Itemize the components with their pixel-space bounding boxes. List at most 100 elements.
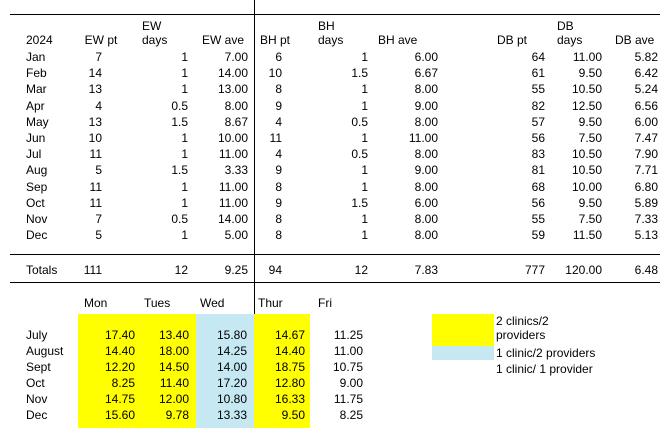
schedule-value: 12.20 <box>104 360 135 374</box>
schedule-value: 8.25 <box>339 408 363 422</box>
top-cell-ew-pt: 13 <box>88 82 102 97</box>
schedule-month: Dec <box>26 408 48 422</box>
top-cell-bh-days: 1.5 <box>351 195 368 210</box>
header-bh-days-2: days <box>318 33 344 47</box>
schedule-month: Oct <box>26 376 45 390</box>
schedule-value: 15.80 <box>216 328 247 342</box>
top-cell-ew-days: 1 <box>181 131 188 145</box>
top-cell-ew-pt: 7 <box>95 50 102 64</box>
top-cell-db-ave: 7.90 <box>634 147 658 162</box>
schedule-value: 14.00 <box>216 360 247 374</box>
top-cell-bh-ave: 8.00 <box>414 147 438 162</box>
schedule-value: 14.40 <box>104 344 135 358</box>
top-cell-bh-days: 1 <box>361 131 368 145</box>
top-cell-ew-days: 1 <box>181 195 188 210</box>
top-cell-ew-ave: 3.33 <box>224 163 248 178</box>
schedule-value: 10.80 <box>216 392 247 406</box>
top-cell-db-days: 10.50 <box>571 82 602 97</box>
top-cell-bh-pt: 9 <box>275 195 282 210</box>
top-cell-db-pt: 56 <box>531 195 545 210</box>
top-cell-ew-ave: 11.00 <box>218 147 248 162</box>
top-cell-ew-days: 1 <box>181 147 188 162</box>
top-cell-ew-pt: 14 <box>88 66 102 81</box>
top-cell-db-ave: 5.24 <box>634 82 658 97</box>
schedule-value: 11.40 <box>159 376 189 390</box>
top-cell-bh-ave: 9.00 <box>414 163 438 178</box>
schedule-value: 13.33 <box>216 408 247 422</box>
schedule-value: 13.40 <box>158 328 189 342</box>
top-cell-ew-days: 0.5 <box>171 98 188 113</box>
top-cell-ew-pt: 13 <box>88 114 102 129</box>
header-ew-ave: EW ave <box>201 33 244 47</box>
top-cell-db-ave: 5.89 <box>634 195 658 210</box>
top-cell-db-days: 11.50 <box>572 228 602 243</box>
top-cell-month: Mar <box>26 82 47 97</box>
totals-month: Totals <box>26 263 58 277</box>
top-cell-ew-ave: 7.00 <box>224 50 248 64</box>
schedule-value: 11.00 <box>333 344 363 358</box>
top-cell-ew-ave: 10.00 <box>217 131 248 145</box>
top-cell-db-days: 7.50 <box>578 212 602 226</box>
top-cell-bh-ave: 8.00 <box>414 114 438 129</box>
day-header: Mon <box>84 296 108 310</box>
top-cell-month: Feb <box>26 66 47 81</box>
top-border <box>10 14 660 15</box>
schedule-month: August <box>26 344 64 358</box>
top-cell-ew-days: 1 <box>181 179 188 194</box>
schedule-value: 12.00 <box>158 392 189 406</box>
header-db-days-2: days <box>557 33 583 47</box>
top-cell-db-days: 9.50 <box>578 195 602 210</box>
schedule-month: July <box>26 328 48 342</box>
schedule-value: 11.75 <box>333 392 363 406</box>
day-header: Wed <box>200 296 225 310</box>
top-cell-db-days: 7.50 <box>578 131 602 145</box>
top-cell-ew-ave: 8.67 <box>224 114 248 129</box>
top-cell-bh-ave: 6.00 <box>414 50 438 64</box>
top-cell-month: Dec <box>26 228 48 243</box>
top-cell-db-pt: 55 <box>531 212 545 226</box>
top-cell-ew-ave: 14.00 <box>217 212 248 226</box>
top-cell-db-days: 10.50 <box>571 163 602 178</box>
header-year: 2024 <box>26 33 53 47</box>
schedule-value: 9.00 <box>339 376 363 390</box>
top-cell-ew-days: 1 <box>181 50 188 64</box>
top-cell-bh-pt: 9 <box>275 98 282 113</box>
schedule-value: 12.80 <box>274 376 305 390</box>
top-cell-month: Apr <box>26 98 45 113</box>
totals-db-days: 120.00 <box>565 263 602 277</box>
legend-label-1-clinic-2-providers: 1 clinic/2 providers <box>496 346 596 360</box>
top-cell-ew-pt: 5 <box>95 163 102 178</box>
header-bh-ave: BH ave <box>378 33 418 47</box>
totals-bh-days: 12 <box>354 263 368 277</box>
top-cell-db-days: 9.50 <box>578 114 602 129</box>
top-cell-bh-days: 1 <box>361 163 368 178</box>
top-cell-bh-pt: 10 <box>268 66 282 81</box>
top-cell-bh-days: 1 <box>361 82 368 97</box>
schedule-value: 18.75 <box>274 360 305 374</box>
top-cell-ew-pt: 11 <box>89 179 102 194</box>
legend-label-2-clinics-line2: providers <box>496 328 546 342</box>
top-cell-ew-days: 1 <box>181 228 188 243</box>
top-cell-ew-pt: 10 <box>88 131 102 145</box>
schedule-value: 17.20 <box>216 376 247 390</box>
top-cell-month: Jun <box>26 131 46 145</box>
header-bh-days-1: BH <box>318 19 335 33</box>
top-cell-bh-pt: 8 <box>275 212 282 226</box>
top-cell-db-pt: 81 <box>531 163 545 178</box>
top-cell-month: Nov <box>26 212 48 226</box>
top-cell-bh-days: 1.5 <box>351 66 368 81</box>
top-cell-db-pt: 56 <box>531 131 545 145</box>
top-cell-ew-pt: 4 <box>95 98 102 113</box>
top-cell-bh-days: 0.5 <box>351 114 368 129</box>
top-cell-bh-pt: 11 <box>269 131 282 145</box>
schedule-value: 14.25 <box>216 344 247 358</box>
top-cell-ew-pt: 7 <box>95 212 102 226</box>
top-cell-bh-ave: 8.00 <box>414 228 438 243</box>
schedule-value: 8.25 <box>111 376 135 390</box>
top-cell-bh-pt: 8 <box>275 179 282 194</box>
top-cell-db-ave: 6.00 <box>634 114 658 129</box>
top-cell-db-pt: 68 <box>531 179 545 194</box>
schedule-value: 15.60 <box>104 408 135 422</box>
schedule-value: 14.67 <box>274 328 305 342</box>
schedule-value: 9.50 <box>281 408 305 422</box>
